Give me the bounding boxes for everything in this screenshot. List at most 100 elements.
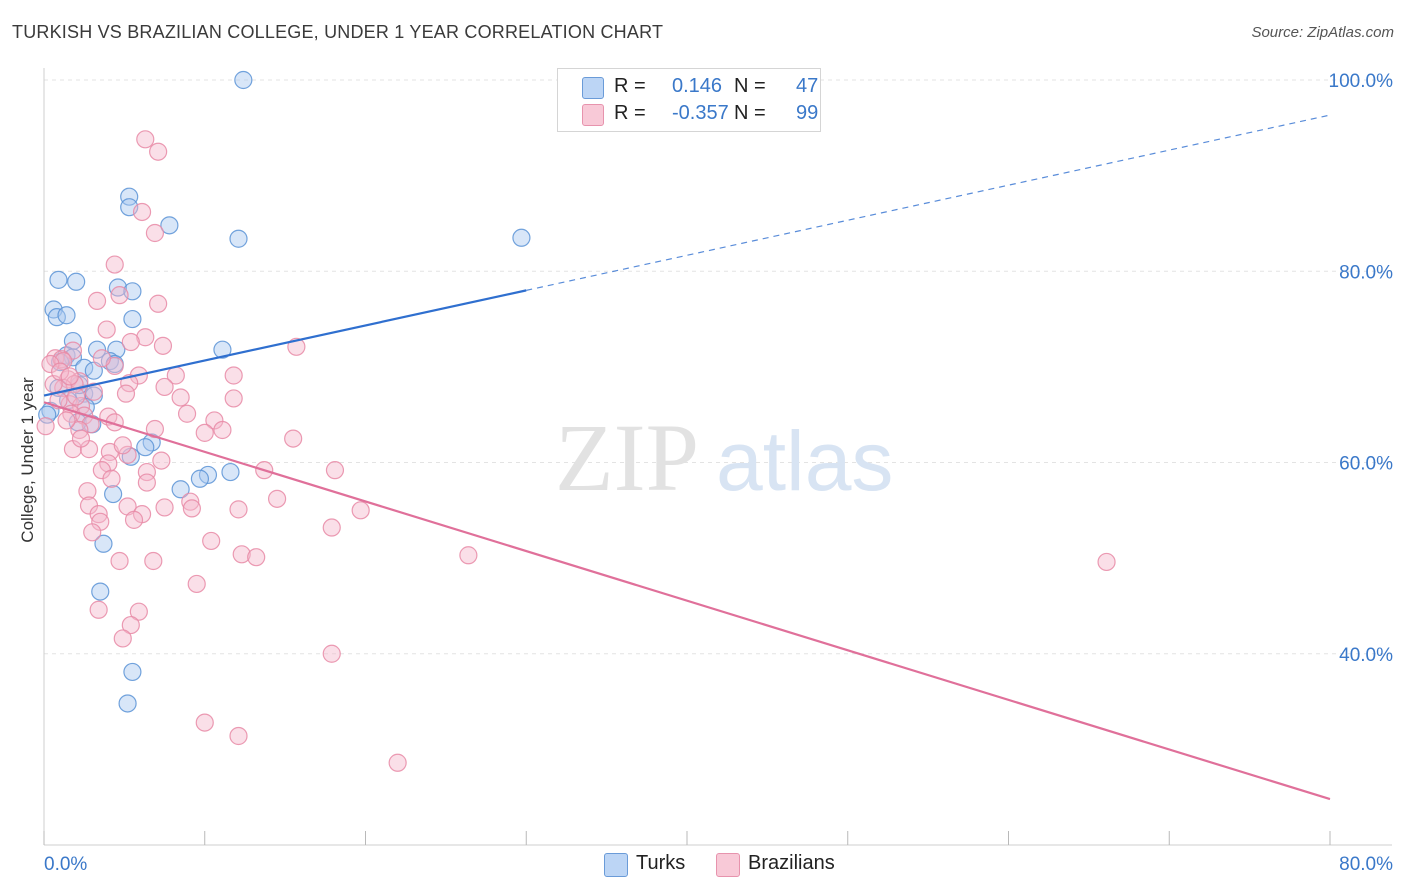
brazilians-point xyxy=(145,223,165,243)
brazilians-point xyxy=(351,501,370,520)
brazilians-point xyxy=(137,462,156,482)
brazilians-point xyxy=(322,644,341,663)
turks-point xyxy=(108,278,128,297)
brazilians-point xyxy=(229,726,248,746)
y-tick-label: 40.0% xyxy=(1339,645,1393,666)
grid-lines xyxy=(44,79,1392,655)
brazilians-point xyxy=(110,286,129,305)
watermark-zip: ZIP xyxy=(555,404,699,511)
brazilians-point xyxy=(121,332,140,352)
turks-point xyxy=(234,70,253,90)
brazilians-point xyxy=(92,349,111,368)
chart-title: TURKISH VS BRAZILIAN COLLEGE, UNDER 1 YE… xyxy=(12,22,664,42)
brazilians-point xyxy=(129,602,148,621)
brazilians-point xyxy=(155,377,174,397)
legend-r-value: 0.146 xyxy=(672,75,723,97)
brazilians-point xyxy=(102,469,121,488)
brazilians-point xyxy=(229,500,248,519)
brazilians-point xyxy=(152,451,171,470)
brazilians-point xyxy=(232,545,251,564)
y-tick-label: 100.0% xyxy=(1329,71,1394,92)
x-tick-label: 80.0% xyxy=(1339,854,1393,875)
brazilians-point xyxy=(99,454,118,473)
turks-trend-extension xyxy=(526,114,1331,291)
brazilians-point xyxy=(70,372,89,391)
turks-point xyxy=(87,340,107,359)
turks-label: Turks xyxy=(636,852,686,874)
brazilians-point xyxy=(83,523,102,542)
trend-lines xyxy=(43,114,1331,801)
turks-point xyxy=(94,534,113,553)
brazilians-point xyxy=(195,713,214,732)
bottom-legend: Turks Brazilians xyxy=(0,852,1406,878)
turks-swatch xyxy=(582,77,604,99)
data-points xyxy=(36,70,1116,772)
turks-point xyxy=(190,469,210,488)
turks-trend-line xyxy=(43,289,527,397)
brazilians-label: Brazilians xyxy=(748,852,835,874)
brazilians-point xyxy=(149,142,168,161)
brazilians-swatch xyxy=(582,104,604,126)
brazilians-point xyxy=(97,320,116,339)
turks-point xyxy=(123,309,142,329)
brazilians-point xyxy=(36,417,55,436)
brazilians-point xyxy=(1097,552,1116,572)
brazilians-point xyxy=(84,382,103,401)
brazilians-point xyxy=(110,551,129,571)
brazilians-point xyxy=(113,436,132,455)
brazilians-point xyxy=(132,202,152,222)
legend-r-label: R = xyxy=(614,102,646,124)
brazilians-point xyxy=(224,366,243,385)
turks-point xyxy=(123,662,142,682)
brazilians-point xyxy=(322,518,341,537)
turks-point xyxy=(57,306,76,325)
brazilians-point xyxy=(213,420,232,440)
brazilians-point xyxy=(137,473,156,492)
brazilians-point xyxy=(284,429,303,448)
turks-point xyxy=(160,216,179,235)
turks-point xyxy=(104,484,123,504)
brazilians-point xyxy=(177,404,197,423)
turks-swatch xyxy=(604,853,628,877)
turks-point xyxy=(91,582,110,601)
watermark-atlas: atlas xyxy=(716,414,893,508)
turks-point xyxy=(118,694,137,713)
brazilians-point xyxy=(89,600,108,619)
brazilians-point xyxy=(41,354,60,374)
brazilians-point xyxy=(181,492,200,511)
brazilians-point xyxy=(78,482,97,501)
y-tick-label: 60.0% xyxy=(1339,454,1393,475)
source-note: Source: ZipAtlas.com xyxy=(1251,24,1394,41)
brazilians-point xyxy=(195,423,214,442)
brazilians-point xyxy=(118,445,137,464)
brazilians-point xyxy=(187,574,206,594)
turks-point xyxy=(512,228,531,247)
brazilians-point xyxy=(247,548,266,567)
brazilians-point xyxy=(87,291,107,310)
legend-box: R = 0.146 N = 47 R = -0.357 N = 99 xyxy=(557,68,821,132)
brazilians-point xyxy=(153,336,173,355)
brazilians-point xyxy=(202,531,221,551)
brazilians-point xyxy=(149,294,168,313)
brazilians-point xyxy=(144,551,163,571)
brazilians-point xyxy=(155,498,174,517)
axes xyxy=(43,68,1392,846)
brazilians-point xyxy=(50,362,70,381)
brazilians-point xyxy=(267,489,287,508)
legend-r-label: R = xyxy=(614,75,646,97)
brazilians-point xyxy=(124,510,144,529)
brazilians-swatch xyxy=(716,853,740,877)
legend-n-value: 99 xyxy=(796,102,819,124)
brazilians-point xyxy=(136,328,155,347)
brazilians-point xyxy=(60,367,79,386)
turks-point xyxy=(38,405,57,424)
brazilians-point xyxy=(388,753,407,772)
turks-point xyxy=(229,229,248,248)
y-axis-label: College, Under 1 year xyxy=(18,377,37,543)
brazilians-point xyxy=(121,615,140,635)
brazilians-point xyxy=(136,130,155,149)
legend-n-label: N = xyxy=(734,75,766,97)
y-tick-label: 80.0% xyxy=(1339,262,1393,283)
turks-point xyxy=(136,438,155,457)
